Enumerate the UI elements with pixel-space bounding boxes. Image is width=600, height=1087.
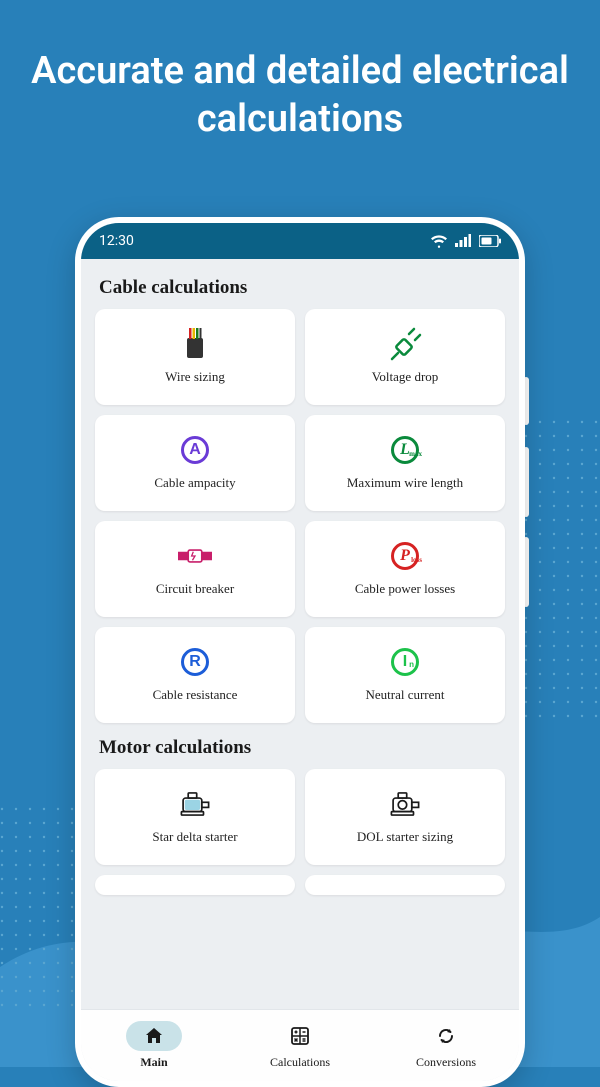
lmax-icon: Lmax [388, 433, 422, 467]
nav-label: Conversions [416, 1055, 476, 1070]
resistance-icon: R [178, 645, 212, 679]
decorative-dots-left [0, 807, 80, 1007]
bottom-nav: Main Calculations Conversions [81, 1009, 519, 1081]
card-label: Neutral current [365, 687, 444, 703]
breaker-icon [178, 539, 212, 573]
card-label: Voltage drop [372, 369, 439, 385]
card-label: Maximum wire length [347, 475, 463, 491]
motor-grid-peek [95, 875, 505, 895]
motor-icon [178, 787, 212, 821]
app-screen: Cable calculations Wire sizing [81, 259, 519, 1009]
card-label: Wire sizing [165, 369, 225, 385]
cable-grid: Wire sizing Voltage drop [95, 309, 505, 723]
refresh-icon [418, 1021, 474, 1051]
motor2-icon [388, 787, 422, 821]
card-cable-resistance[interactable]: R Cable resistance [95, 627, 295, 723]
card-label: DOL starter sizing [357, 829, 453, 845]
nav-main[interactable]: Main [81, 1010, 227, 1081]
section-title-cable: Cable calculations [99, 277, 501, 299]
card-peek[interactable] [305, 875, 505, 895]
card-max-wire-length[interactable]: Lmax Maximum wire length [305, 415, 505, 511]
card-label: Cable ampacity [154, 475, 235, 491]
card-wire-sizing[interactable]: Wire sizing [95, 309, 295, 405]
card-peek[interactable] [95, 875, 295, 895]
status-time: 12:30 [99, 233, 134, 249]
ampacity-icon: A [178, 433, 212, 467]
card-label: Cable power losses [355, 581, 455, 597]
nav-label: Main [140, 1055, 167, 1070]
wifi-icon [431, 234, 447, 248]
card-label: Star delta starter [152, 829, 237, 845]
card-voltage-drop[interactable]: Voltage drop [305, 309, 505, 405]
status-icons [431, 234, 501, 248]
nav-calculations[interactable]: Calculations [227, 1010, 373, 1081]
promo-headline: Accurate and detailed electrical calcula… [0, 0, 600, 173]
battery-icon [479, 235, 501, 247]
phone-mockup: 12:30 Cable calculations [75, 217, 525, 1087]
wire-icon [178, 327, 212, 361]
card-cable-ampacity[interactable]: A Cable ampacity [95, 415, 295, 511]
card-star-delta[interactable]: Star delta starter [95, 769, 295, 865]
plug-icon [388, 327, 422, 361]
signal-icon [455, 234, 471, 248]
card-cable-power-losses[interactable]: Ploss Cable power losses [305, 521, 505, 617]
card-label: Cable resistance [153, 687, 238, 703]
nav-label: Calculations [270, 1055, 330, 1070]
neutral-icon: In [388, 645, 422, 679]
home-icon [126, 1021, 182, 1051]
card-dol-starter[interactable]: DOL starter sizing [305, 769, 505, 865]
status-bar: 12:30 [81, 223, 519, 259]
ploss-icon: Ploss [388, 539, 422, 573]
calc-icon [272, 1021, 328, 1051]
nav-conversions[interactable]: Conversions [373, 1010, 519, 1081]
card-neutral-current[interactable]: In Neutral current [305, 627, 505, 723]
card-label: Circuit breaker [156, 581, 234, 597]
card-circuit-breaker[interactable]: Circuit breaker [95, 521, 295, 617]
motor-grid: Star delta starter DOL starter sizing [95, 769, 505, 865]
section-title-motor: Motor calculations [99, 737, 501, 759]
